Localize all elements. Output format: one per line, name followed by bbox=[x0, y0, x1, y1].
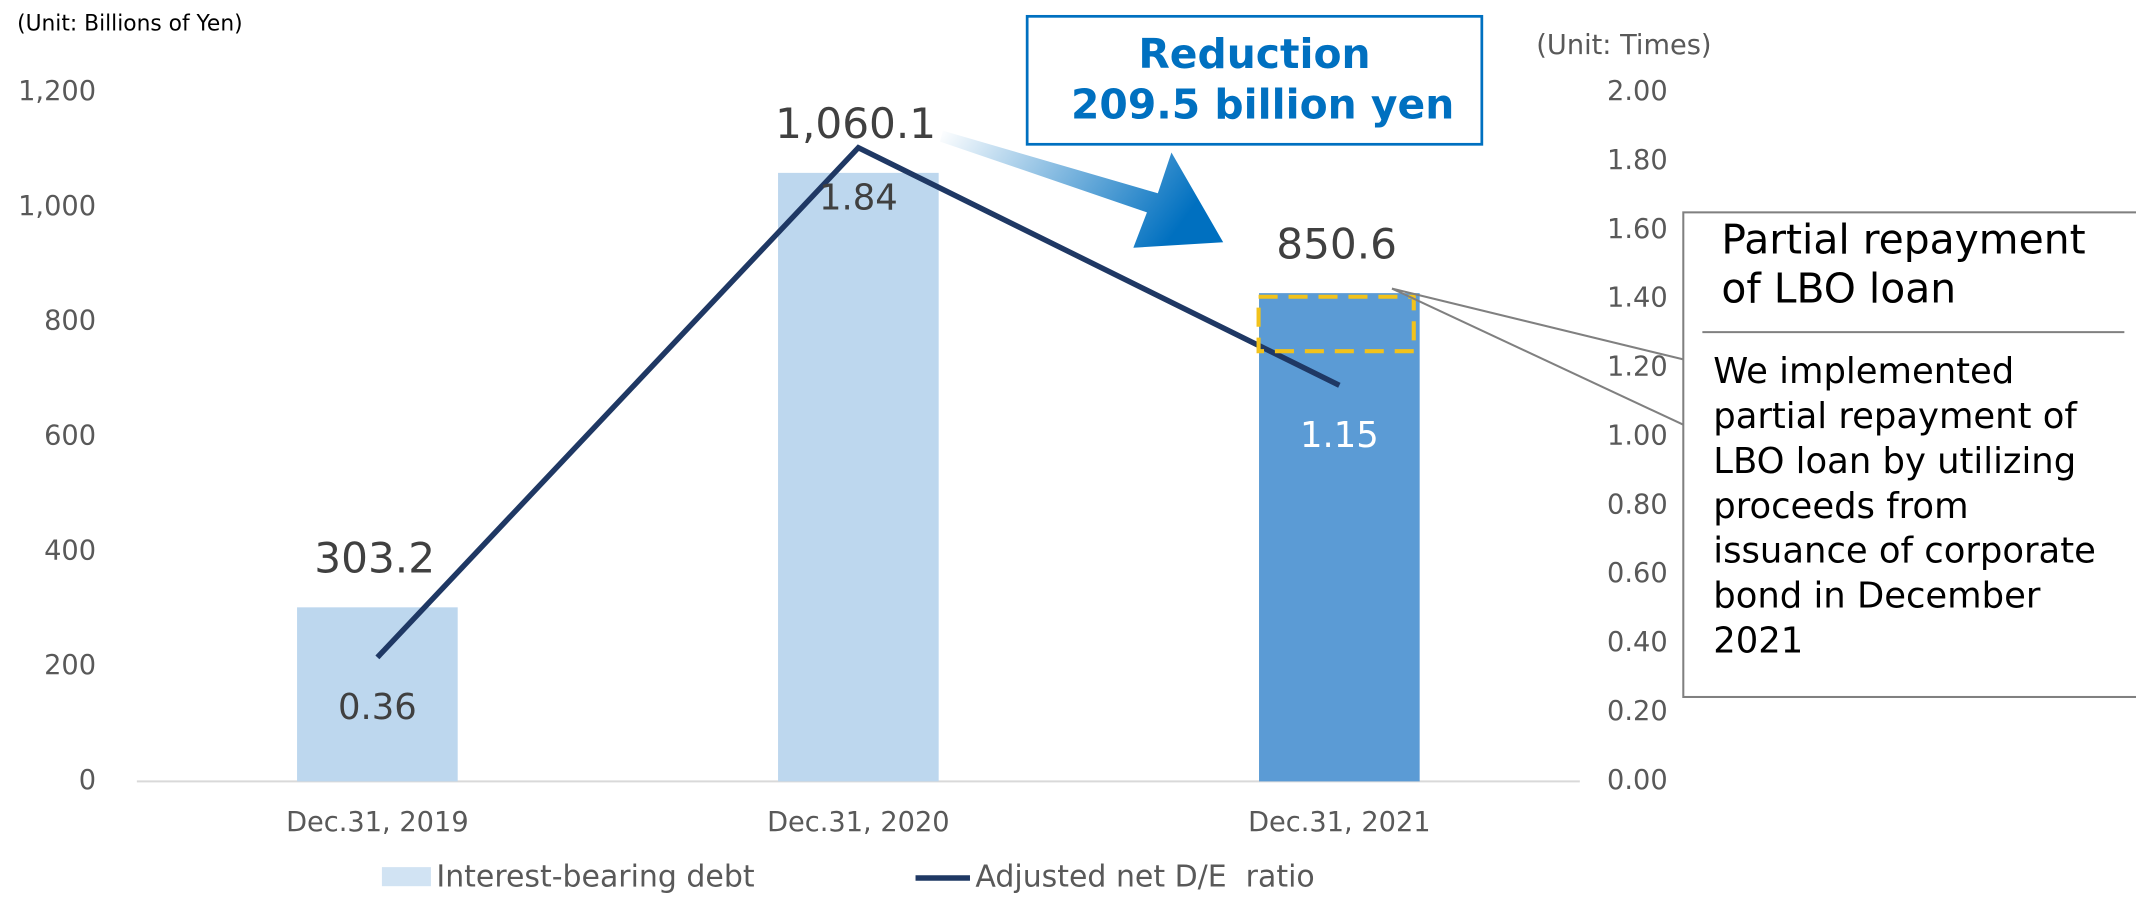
y2-tick-label: 1.40 bbox=[1607, 283, 1668, 314]
x-tick-label: Dec.31, 2019 bbox=[286, 807, 469, 838]
callout-body: proceeds from bbox=[1713, 486, 1968, 527]
callout-body: We implemented bbox=[1713, 351, 2014, 392]
callout-body: partial repayment of bbox=[1713, 396, 2078, 437]
reduction-text: Reduction bbox=[1138, 30, 1370, 78]
y-tick-label: 400 bbox=[44, 535, 96, 566]
legend-swatch bbox=[381, 867, 431, 887]
bar bbox=[297, 607, 458, 782]
x-tick-label: Dec.31, 2020 bbox=[767, 807, 950, 838]
y-tick-label: 1,200 bbox=[18, 76, 96, 107]
y-tick-label: 600 bbox=[44, 420, 96, 451]
callout-connector bbox=[1391, 287, 1684, 361]
reduction-arrow bbox=[940, 130, 1224, 248]
y2-tick-label: 0.00 bbox=[1607, 765, 1668, 796]
unit-right: (Unit: Times) bbox=[1536, 30, 1711, 61]
de-ratio-label: 1.84 bbox=[819, 177, 898, 218]
unit-left: (Unit: Billions of Yen) bbox=[17, 12, 243, 37]
x-tick-label: Dec.31, 2021 bbox=[1248, 807, 1431, 838]
repayment-highlight bbox=[1256, 294, 1416, 354]
legend-label: Adjusted net D/E ratio bbox=[975, 860, 1314, 893]
y2-tick-label: 0.40 bbox=[1607, 627, 1668, 658]
de-ratio-line bbox=[375, 144, 1341, 660]
y2-tick-label: 1.00 bbox=[1607, 420, 1668, 451]
callout-title: of LBO loan bbox=[1721, 264, 1956, 312]
callout-box bbox=[1682, 211, 2136, 698]
callout-body: LBO loan by utilizing bbox=[1713, 441, 2076, 482]
y-tick-label: 800 bbox=[44, 306, 96, 337]
y2-tick-label: 0.20 bbox=[1607, 696, 1668, 727]
bar bbox=[778, 172, 939, 782]
y2-tick-label: 1.60 bbox=[1607, 214, 1668, 245]
de-ratio-label: 1.15 bbox=[1300, 415, 1379, 456]
y2-tick-label: 0.80 bbox=[1607, 489, 1668, 520]
de-ratio-label: 0.36 bbox=[338, 687, 417, 728]
bar-value-label: 1,060.1 bbox=[775, 99, 936, 148]
legend-label: Interest-bearing debt bbox=[436, 860, 754, 893]
y-tick-label: 200 bbox=[44, 650, 96, 681]
y-tick-label: 1,000 bbox=[18, 191, 96, 222]
callout-body: bond in December bbox=[1713, 576, 2041, 617]
reduction-box bbox=[1025, 14, 1484, 146]
y2-tick-label: 2.00 bbox=[1607, 76, 1668, 107]
reduction-text: 209.5 billion yen bbox=[1071, 81, 1454, 129]
bar-value-label: 850.6 bbox=[1276, 219, 1397, 268]
y-tick-label: 0 bbox=[79, 765, 96, 796]
callout-title: Partial repayment bbox=[1721, 215, 2085, 263]
bar-value-label: 303.2 bbox=[314, 534, 435, 583]
callout-connector bbox=[1391, 287, 1684, 426]
y2-tick-label: 1.20 bbox=[1607, 352, 1668, 383]
callout-body: 2021 bbox=[1713, 621, 1803, 662]
callout-body: issuance of corporate bbox=[1713, 531, 2096, 572]
y2-tick-label: 1.80 bbox=[1607, 145, 1668, 176]
y2-tick-label: 0.60 bbox=[1607, 558, 1668, 589]
bar bbox=[1259, 293, 1420, 782]
